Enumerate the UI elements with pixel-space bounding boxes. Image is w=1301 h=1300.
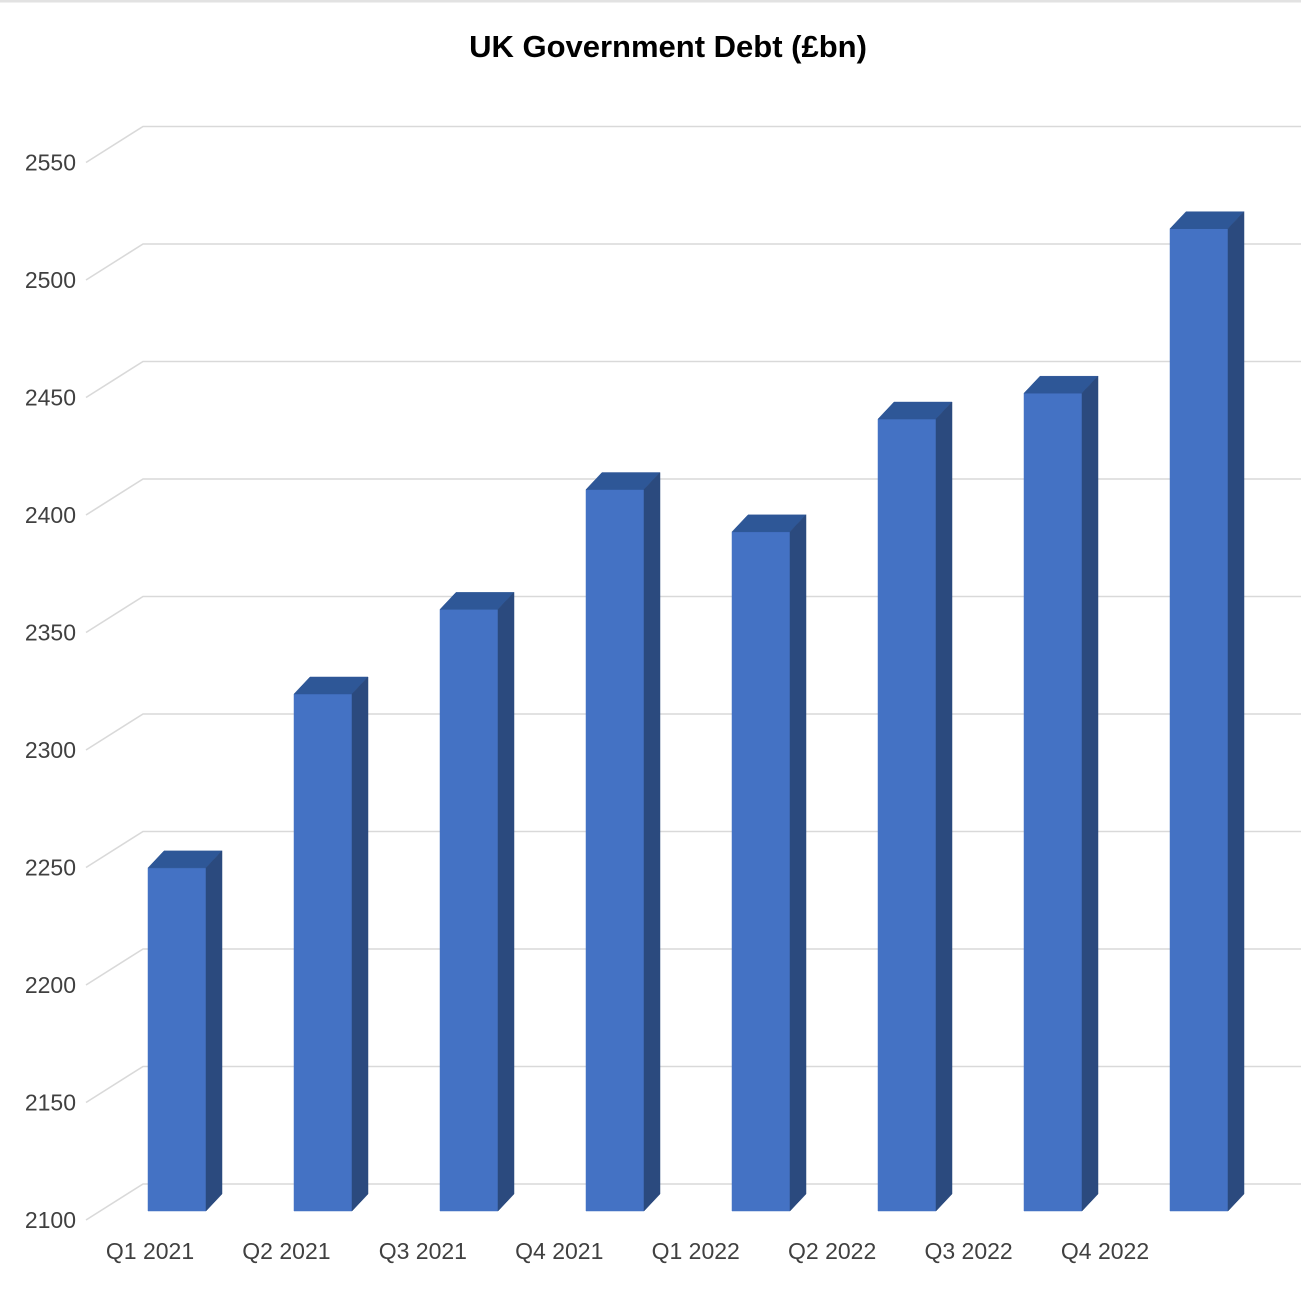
y-tick-label-2300: 2300: [25, 737, 76, 763]
bar-front-face: [585, 489, 645, 1212]
y-tick-label-2150: 2150: [25, 1090, 76, 1116]
bar-Q3 2021: [439, 591, 515, 1212]
y-tick-label-2400: 2400: [25, 502, 76, 528]
bar-side-face: [935, 401, 953, 1212]
gridline-2550: [85, 125, 1301, 164]
bar-front-face: [293, 693, 353, 1212]
gridlines: 2100 2150 2200 2250 2300 2350 2400 2450 2500 2550: [25, 125, 1301, 1233]
bar-Q3 2022: [1023, 375, 1099, 1212]
bar-front-face: [1169, 228, 1229, 1212]
bar-side-face: [643, 471, 661, 1212]
y-tick-label-2450: 2450: [25, 385, 76, 411]
bar-Q2 2022: [877, 401, 953, 1212]
bar-Q1 2022: [731, 514, 807, 1212]
bar-side-face: [789, 514, 807, 1212]
y-tick-label-2100: 2100: [25, 1207, 76, 1233]
chart-top-border: [0, 0, 1301, 3]
bar-side-face: [497, 591, 515, 1212]
chart-title: UK Government Debt (£bn): [469, 29, 867, 64]
x-tick-label-Q1 2022: Q1 2022: [652, 1238, 740, 1264]
bar-side-face: [351, 676, 369, 1212]
x-tick-label-Q1 2021: Q1 2021: [106, 1238, 194, 1264]
y-tick-label-2350: 2350: [25, 620, 76, 646]
x-tick-label-Q3 2022: Q3 2022: [924, 1238, 1012, 1264]
x-tick-label-Q2 2022: Q2 2022: [788, 1238, 876, 1264]
y-tick-label-2550: 2550: [25, 150, 76, 176]
bar-Q1 2021: [147, 850, 223, 1212]
x-tick-label-Q4 2022: Q4 2022: [1061, 1238, 1149, 1264]
x-tick-label-Q3 2021: Q3 2021: [379, 1238, 467, 1264]
y-tick-label-2200: 2200: [25, 972, 76, 998]
bar-series: [147, 211, 1245, 1212]
bar-Q4 2021: [585, 471, 661, 1212]
bar-Q4 2022: [1169, 211, 1245, 1212]
x-tick-label-Q4 2021: Q4 2021: [515, 1238, 603, 1264]
y-tick-label-2250: 2250: [25, 855, 76, 881]
bar-side-face: [1081, 375, 1099, 1212]
x-axis-labels: Q1 2021 Q2 2021 Q3 2021 Q4 2021 Q1 2022 Q2 20…: [106, 1238, 1149, 1264]
gridline-2450: [85, 360, 1301, 399]
bar-front-face: [439, 609, 499, 1212]
bar-front-face: [731, 531, 791, 1212]
bar-front-face: [1023, 392, 1083, 1212]
x-tick-label-Q2 2021: Q2 2021: [242, 1238, 330, 1264]
bar-front-face: [147, 867, 207, 1212]
bar-front-face: [877, 418, 937, 1212]
bar-Q2 2021: [293, 676, 369, 1212]
gridline-2500: [85, 243, 1301, 281]
bar-side-face: [205, 850, 223, 1212]
bar-side-face: [1227, 211, 1245, 1212]
y-tick-label-2500: 2500: [25, 267, 76, 293]
